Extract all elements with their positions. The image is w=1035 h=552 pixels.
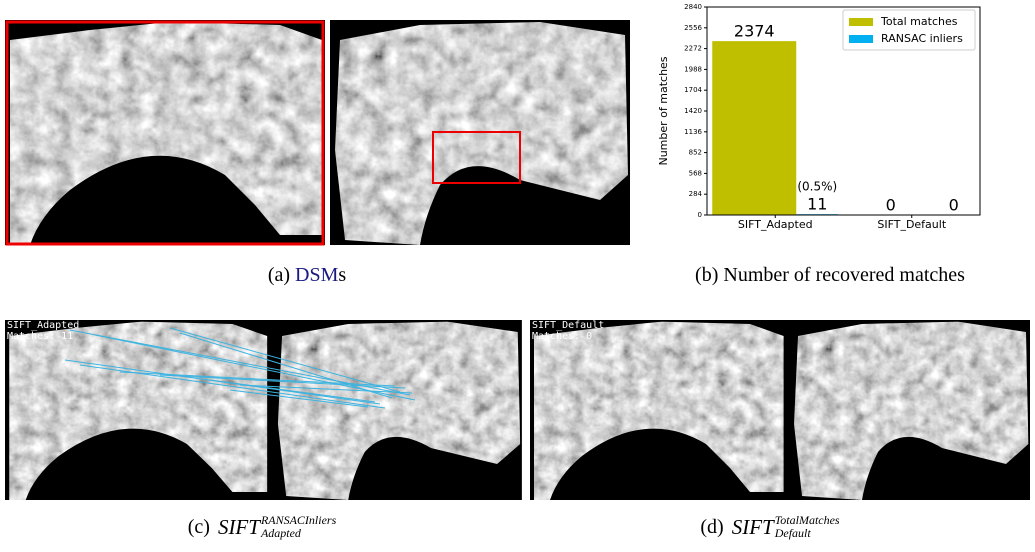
caption: (b) Number of recovered matches bbox=[695, 264, 965, 287]
caption-sub: Default bbox=[774, 526, 811, 540]
caption-label: (a) bbox=[267, 264, 291, 286]
y-tick-label: 2272 bbox=[684, 45, 702, 53]
y-tick-label: 1420 bbox=[684, 107, 702, 115]
data-label: 0 bbox=[949, 196, 959, 215]
legend-box bbox=[842, 9, 976, 51]
caption-label: (c) bbox=[187, 515, 210, 538]
caption-label: (b) bbox=[695, 264, 719, 286]
match-lines bbox=[64, 327, 416, 409]
data-label: 0 bbox=[886, 196, 896, 215]
y-axis-label: Number of matches bbox=[657, 56, 670, 165]
bar bbox=[712, 41, 797, 215]
x-tick-label: SIFT_Default bbox=[877, 218, 946, 231]
y-tick-label: 1136 bbox=[684, 128, 702, 136]
caption: (c) SIFT RANSACInliers Adapted bbox=[188, 514, 337, 540]
caption: (a) DSM s bbox=[268, 264, 346, 287]
overlay-text: Matches: 11 bbox=[7, 331, 73, 342]
y-tick-label: 1704 bbox=[684, 86, 702, 94]
caption-label: (d) bbox=[700, 515, 724, 538]
caption-sub: Adapted bbox=[260, 526, 301, 540]
y-tick-label: 2840 bbox=[684, 3, 702, 11]
y-tick-label: 568 bbox=[689, 169, 702, 177]
caption-text: s bbox=[338, 264, 347, 286]
legend-swatch bbox=[849, 18, 873, 26]
y-tick-label: 2556 bbox=[684, 24, 702, 32]
highlight-box bbox=[5, 20, 325, 246]
data-label: 11 bbox=[807, 195, 827, 214]
annotation: (0.5%) bbox=[797, 180, 837, 194]
caption-sup: TotalMatches bbox=[774, 513, 840, 527]
match-image bbox=[530, 320, 1030, 500]
y-tick-label: 284 bbox=[689, 190, 703, 198]
caption-base: SIFT bbox=[731, 514, 774, 539]
caption-sup: RANSACInliers bbox=[260, 513, 337, 527]
highlight-box bbox=[432, 131, 521, 184]
dsm-images bbox=[5, 20, 630, 245]
legend-label: RANSAC inliers bbox=[881, 32, 963, 45]
match-image bbox=[5, 320, 522, 500]
bar-chart: 0 284 568 852 1136 1420 1704 1988 2272 2556 2840 Nu… bbox=[657, 3, 981, 231]
caption-link[interactable]: DSM bbox=[295, 264, 339, 286]
overlay-text: Matches: 0 bbox=[532, 331, 592, 342]
y-tick-label: 0 bbox=[698, 211, 702, 219]
overlay-text: SIFT_Adapted bbox=[7, 320, 79, 331]
plot-frame bbox=[706, 6, 981, 216]
separator bbox=[325, 20, 330, 245]
legend-swatch bbox=[849, 35, 873, 43]
x-tick-label: SIFT_Adapted bbox=[738, 218, 813, 231]
caption-text: Number of recovered matches bbox=[723, 264, 965, 286]
data-label: 2374 bbox=[734, 22, 775, 41]
overlay-text: SIFT_Default bbox=[532, 320, 604, 331]
caption: (d) SIFT TotalMatches Default bbox=[700, 514, 839, 540]
legend-label: Total matches bbox=[880, 15, 958, 28]
caption-base: SIFT bbox=[217, 514, 260, 539]
y-tick-label: 1988 bbox=[684, 65, 702, 73]
y-tick-label: 852 bbox=[689, 149, 702, 157]
